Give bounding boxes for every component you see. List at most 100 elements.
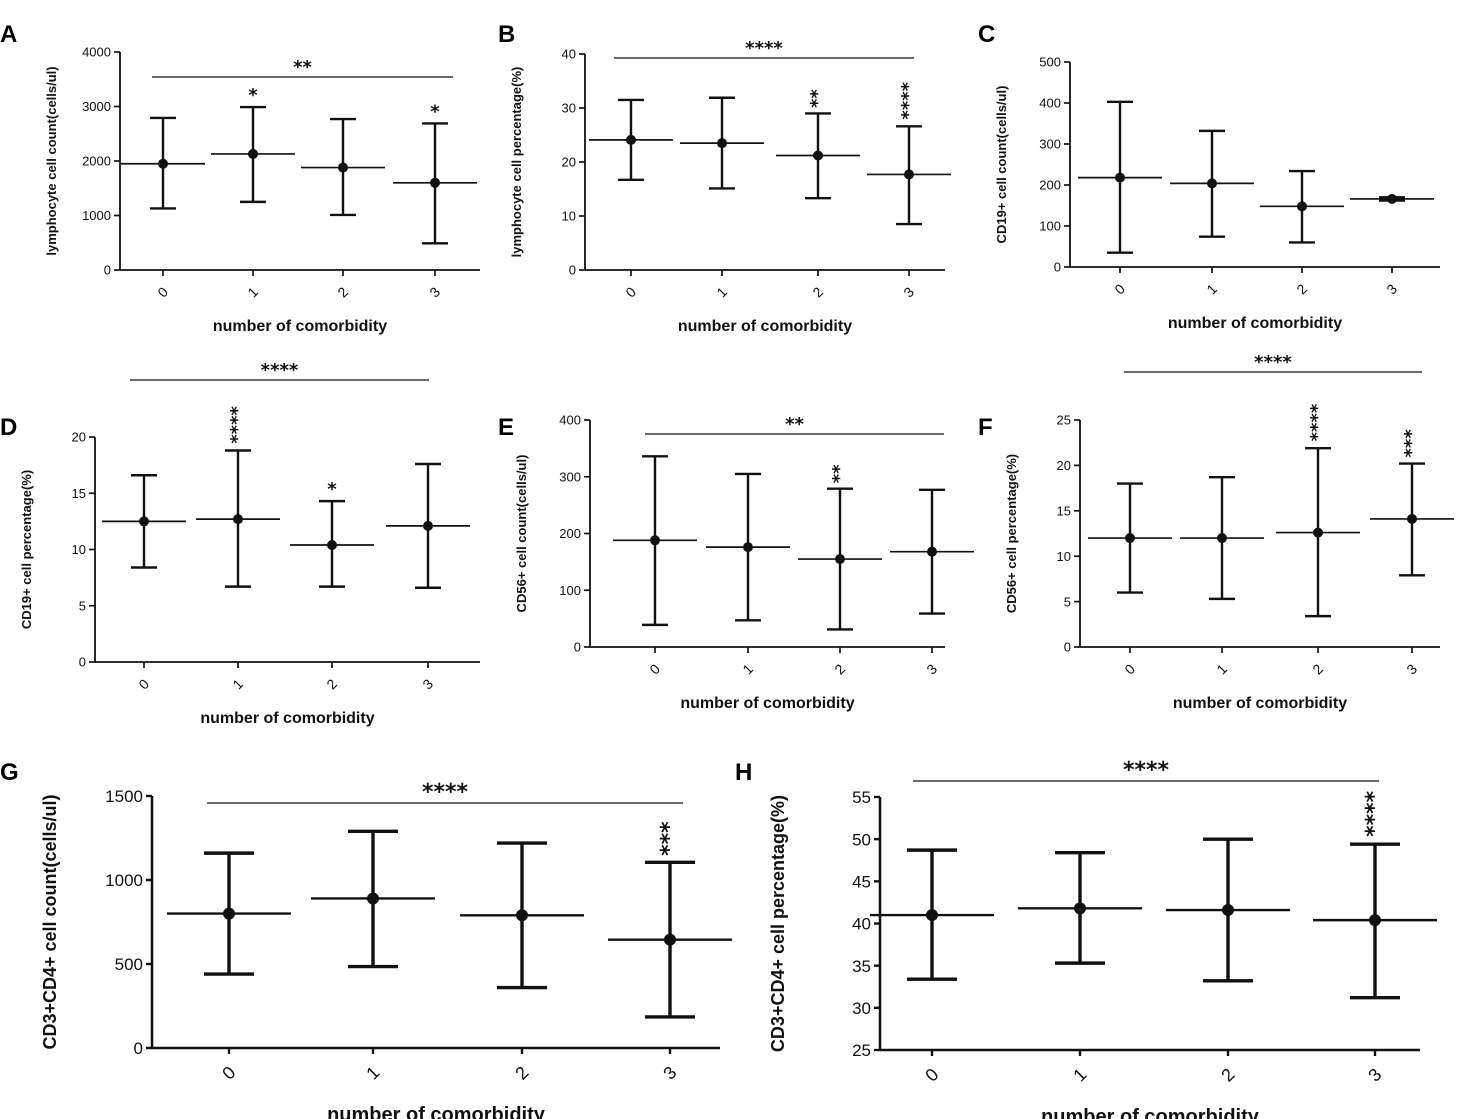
mean-point [1115,172,1125,183]
error-bar-group-2 [301,117,385,217]
overall-significance-label: **** [261,360,299,381]
mean-point [650,535,660,546]
x-axis-title: number of comorbidity [1041,1106,1260,1119]
y-tick-label: 50 [852,830,871,849]
mean-point [430,177,440,188]
y-tick-label: 400 [1039,96,1061,111]
x-tick-label: 1 [1203,281,1220,298]
x-tick-label: 2 [831,661,848,678]
y-tick-label: 400 [559,413,581,428]
error-bar-group-1 [311,829,435,969]
mean-point [139,516,149,527]
x-tick-label: 3 [923,661,940,678]
error-bar-group-2 [1260,169,1344,244]
x-tick-label: 0 [135,676,152,693]
overall-significance-label: **** [1123,758,1170,783]
y-tick-label: 100 [559,583,581,598]
error-bar-group-0 [167,851,291,976]
x-tick-label: 3 [1364,1064,1385,1085]
mean-point [1217,533,1227,544]
y-tick-label: 4000 [82,45,111,60]
y-tick-label: 0 [574,640,581,655]
y-tick-label: 0 [134,1039,143,1058]
mean-point [338,162,348,173]
mean-point [1222,904,1234,917]
panel-letter: B [498,21,515,48]
x-axis-title: number of comorbidity [200,710,374,727]
mean-point [1369,914,1381,927]
x-tick-label: 2 [323,676,340,693]
x-tick-label: 1 [1069,1064,1090,1085]
y-tick-label: 300 [559,469,581,484]
panel-letter: C [978,21,995,48]
y-tick-label: 40 [562,47,576,62]
x-axis-title: number of comorbidity [327,1104,546,1119]
y-tick-label: 10 [72,542,86,557]
mean-point [1313,527,1323,538]
mean-point [1297,201,1307,212]
panel-f: F 0 5 10 15 20 25 0 1 2 3 number of comorbidity CD56… [978,352,1454,712]
panel-e: E 0 100 200 300 400 0 1 2 3 number of comorbidity C… [498,413,974,712]
y-tick-label: 25 [852,1041,871,1060]
y-tick-label: 0 [79,655,86,670]
mean-point [327,540,337,550]
group-significance-label: * [248,85,258,106]
y-tick-label: 200 [1039,178,1061,193]
mean-point [904,169,914,180]
y-tick-label: 300 [1039,137,1061,152]
mean-point [664,933,676,946]
y-tick-label: 20 [1057,458,1071,473]
x-tick-label: 0 [1121,661,1138,678]
error-bar-group-3 [890,488,974,615]
overall-significance-label: ** [785,414,804,435]
y-axis-title: CD56+ cell percentage(%) [1004,454,1019,613]
y-axis-title: CD56+ cell count(cells/ul) [514,455,529,613]
error-bar-group-0 [589,98,673,182]
mean-point [927,546,937,557]
error-bar-group-2: * [290,479,374,588]
y-axis-title: CD19+ cell count(cells/ul) [994,86,1009,244]
x-tick-label: 0 [154,284,171,301]
error-bar-group-3 [1350,193,1434,204]
y-tick-label: 10 [1057,549,1071,564]
x-axis-title: number of comorbidity [213,318,387,335]
group-significance-label: *** [657,821,682,856]
y-tick-label: 55 [852,788,871,807]
mean-point [717,138,727,149]
x-tick-label: 3 [426,284,443,301]
mean-point [1407,513,1417,524]
panel-letter: A [0,21,17,48]
mean-point [158,158,168,169]
mean-point [1207,178,1217,189]
error-bar-group-1 [1170,129,1254,238]
mean-point [223,907,235,920]
error-bar-group-3: **** [867,81,951,226]
panel-letter: F [978,414,993,441]
y-tick-label: 0 [1054,260,1061,275]
panel-letter: D [0,414,17,441]
x-tick-label: 1 [362,1062,383,1083]
panel-a: A 0 1000 2000 3000 4000 0 1 2 3 number of comorbid… [0,21,480,335]
x-axis-title: number of comorbidity [1168,315,1342,332]
error-bar-group-0 [1078,100,1162,254]
x-tick-label: 1 [1213,661,1230,678]
x-axis-title: number of comorbidity [678,318,852,335]
mean-point [516,909,528,922]
mean-point [248,148,258,159]
x-tick-label: 1 [739,661,756,678]
y-axis-title: CD3+CD4+ cell count(cells/ul) [40,794,60,1049]
mean-point [233,514,243,525]
y-tick-label: 20 [72,430,86,445]
x-tick-label: 3 [1403,661,1420,678]
x-tick-label: 3 [419,676,436,693]
y-tick-label: 500 [1039,55,1061,70]
error-bar-group-0 [870,848,994,981]
error-bar-group-2: ** [798,464,882,631]
error-bar-group-3: **** [1313,790,1437,1000]
overall-significance-label: **** [1254,352,1292,373]
y-axis-title: CD19+ cell percentage(%) [19,470,34,629]
group-significance-label: ** [807,89,828,108]
x-axis-title: number of comorbidity [680,695,854,712]
y-tick-label: 0 [104,263,111,278]
y-tick-label: 40 [852,915,871,934]
